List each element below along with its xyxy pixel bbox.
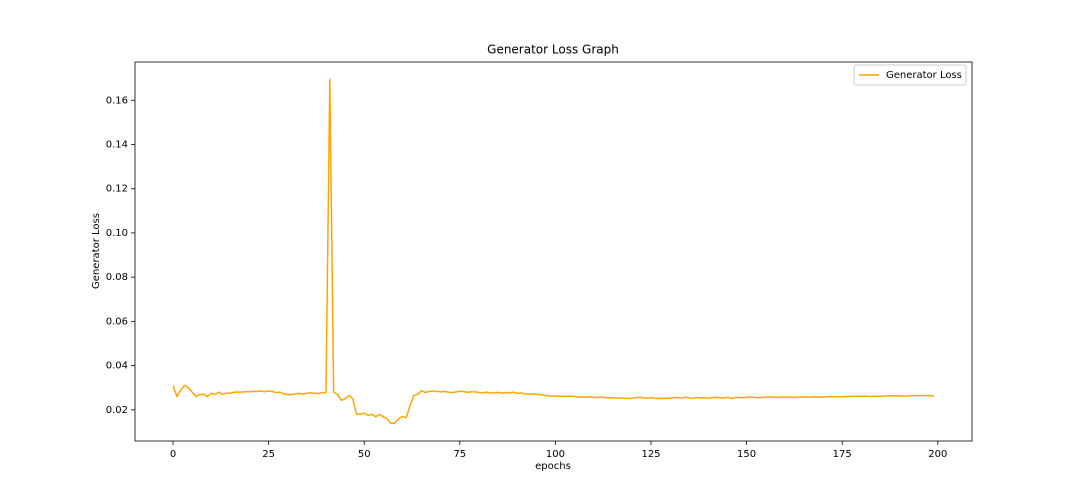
legend-label: Generator Loss: [886, 70, 962, 81]
data-line: [172, 78, 934, 425]
x-tick-label: 175: [833, 449, 852, 460]
chart-title: Generator Loss Graph: [487, 43, 619, 57]
y-tick-label: 0.14: [106, 139, 128, 150]
x-tick-label: 150: [737, 449, 756, 460]
x-tick-label: 25: [262, 449, 275, 460]
x-axis-label: epochs: [535, 461, 571, 472]
x-tick-label: 75: [453, 449, 466, 460]
x-tick-label: 200: [928, 449, 947, 460]
y-tick-label: 0.10: [106, 228, 128, 239]
y-tick-label: 0.04: [106, 361, 128, 372]
x-tick-label: 0: [170, 449, 176, 460]
y-tick-label: 0.08: [106, 272, 128, 283]
x-tick-label: 100: [546, 449, 565, 460]
x-tick-label: 125: [641, 449, 660, 460]
axes-frame: [134, 61, 973, 442]
y-axis-label: Generator Loss: [91, 213, 102, 289]
y-tick-label: 0.16: [106, 95, 128, 106]
y-tick-label: 0.02: [106, 405, 128, 416]
y-tick-label: 0.06: [106, 316, 128, 327]
legend-box: [853, 64, 967, 86]
x-tick-label: 50: [358, 449, 371, 460]
y-tick-label: 0.12: [106, 184, 128, 195]
